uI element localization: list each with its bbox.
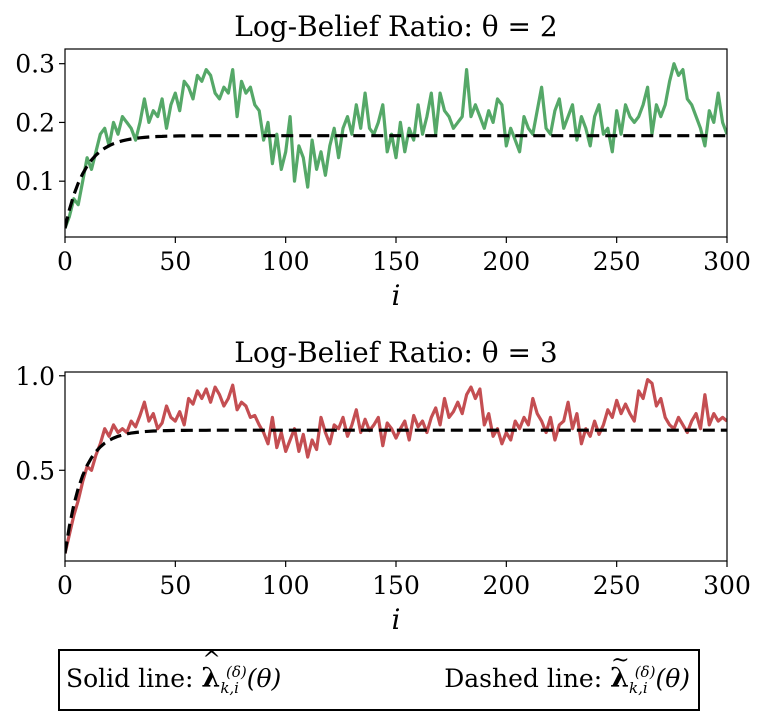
x-tick-label: 150 xyxy=(372,571,420,600)
legend-dashed-argument: (θ) xyxy=(655,664,690,693)
y-tick-label: 0.3 xyxy=(15,50,55,79)
chart-title: Log-Belief Ratio: θ = 2 xyxy=(234,10,557,43)
x-tick-label: 50 xyxy=(159,247,191,276)
legend-dashed-subscript: k,i xyxy=(629,679,648,697)
chart-panel-2: Log-Belief Ratio: θ = 3 0 50 100 150 200 250 30… xyxy=(15,336,751,636)
x-tick-label: 250 xyxy=(593,247,641,276)
dashed-series-line xyxy=(65,134,727,229)
legend-dashed-superscript: (δ) xyxy=(634,663,656,681)
y-tick-label: 0.1 xyxy=(15,167,55,196)
solid-series-line xyxy=(65,378,727,554)
legend-dashed-entry: Dashed line: ~ λk,i(δ)(θ) xyxy=(444,648,690,697)
solid-series-line xyxy=(65,62,727,229)
dashed-series-line xyxy=(65,428,727,554)
lambda-hat-symbol: ^ λ xyxy=(201,648,221,694)
legend-solid-argument: (θ) xyxy=(246,664,282,693)
x-axis-label: i xyxy=(392,603,401,636)
legend-solid-entry: Solid line: ^ λk,i(δ)(θ) xyxy=(66,648,282,697)
y-tick-label: 1.0 xyxy=(15,362,55,391)
x-tick-label: 0 xyxy=(57,571,73,600)
x-tick-label: 300 xyxy=(703,247,751,276)
chart-title: Log-Belief Ratio: θ = 3 xyxy=(234,336,557,369)
lambda-tilde-symbol: ~ λ xyxy=(610,648,630,694)
x-tick-label: 300 xyxy=(703,571,751,600)
chart-panel-1: Log-Belief Ratio: θ = 2 0 50 100 150 200 250 30… xyxy=(15,10,751,312)
x-tick-label: 100 xyxy=(262,247,310,276)
legend-box: Solid line: ^ λk,i(δ)(θ) Dashed line: ~ λk… xyxy=(58,648,700,711)
legend-solid-subscript: k,i xyxy=(220,679,239,697)
x-tick-label: 250 xyxy=(593,571,641,600)
y-tick-label: 0.5 xyxy=(15,456,55,485)
x-tick-label: 50 xyxy=(159,571,191,600)
x-tick-label: 0 xyxy=(57,247,73,276)
x-tick-label: 200 xyxy=(482,247,530,276)
y-tick-label: 0.2 xyxy=(15,108,55,137)
x-axis-label: i xyxy=(392,279,401,312)
x-tick-label: 150 xyxy=(372,247,420,276)
x-tick-label: 100 xyxy=(262,571,310,600)
legend-solid-superscript: (δ) xyxy=(225,663,247,681)
legend-dashed-label: Dashed line: xyxy=(444,664,603,693)
legend-solid-label: Solid line: xyxy=(66,664,194,693)
x-tick-label: 200 xyxy=(482,571,530,600)
